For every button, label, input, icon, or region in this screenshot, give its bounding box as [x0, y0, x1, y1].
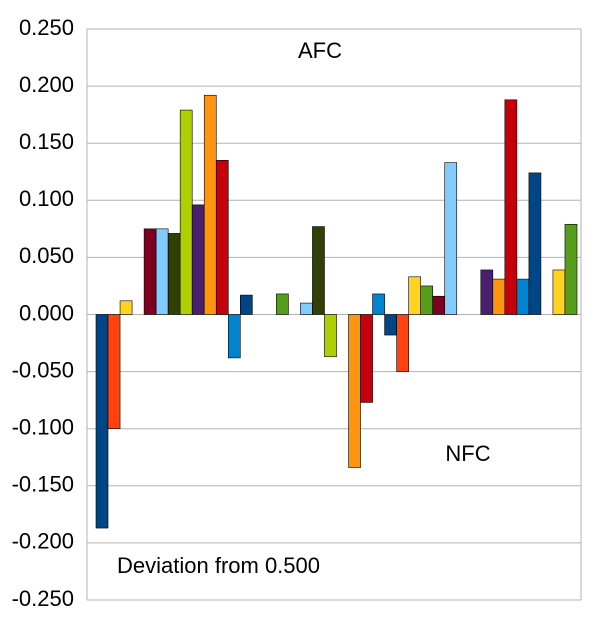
- bar: [143, 228, 157, 315]
- annotation: NFC: [445, 441, 490, 466]
- bar: [324, 314, 337, 358]
- y-tick-label: 0.100: [19, 186, 74, 211]
- bar: [240, 294, 253, 315]
- bar: [276, 293, 289, 315]
- bar: [191, 204, 205, 315]
- y-tick-label: -0.250: [12, 586, 74, 611]
- y-tick-label: -0.200: [12, 529, 74, 554]
- bar: [167, 233, 181, 315]
- y-tick-label: 0.050: [19, 243, 74, 268]
- bar: [564, 223, 578, 315]
- y-tick-label: 0.200: [19, 72, 74, 97]
- bar: [408, 276, 421, 315]
- y-tick-label: 0.150: [19, 129, 74, 154]
- bar: [384, 314, 397, 336]
- bar: [107, 314, 121, 429]
- bar: [504, 99, 518, 315]
- y-tick-label: 0.250: [19, 15, 74, 40]
- bar: [396, 314, 409, 372]
- bar: [312, 226, 325, 315]
- bar: [432, 295, 446, 315]
- bar: [203, 94, 217, 315]
- bar: [227, 314, 241, 359]
- y-tick-label: -0.050: [12, 357, 74, 382]
- bar: [492, 278, 506, 315]
- bar: [444, 162, 458, 315]
- y-tick-label: -0.150: [12, 472, 74, 497]
- bar: [95, 314, 109, 529]
- annotation: AFC: [298, 38, 342, 63]
- bar: [360, 314, 373, 403]
- bar: [179, 109, 193, 315]
- y-tick-label: 0.000: [19, 300, 74, 325]
- bar: [528, 172, 542, 315]
- annotation: Deviation from 0.500: [117, 553, 320, 578]
- bar: [372, 293, 385, 315]
- y-tick-label: -0.100: [12, 415, 74, 440]
- bar: [420, 285, 433, 315]
- bar: [155, 228, 169, 315]
- bar: [119, 300, 133, 315]
- bar: [348, 314, 361, 468]
- bar: [300, 302, 313, 315]
- bar: [552, 269, 566, 315]
- bar: [215, 160, 229, 315]
- bar: [516, 278, 530, 315]
- bar: [480, 269, 494, 315]
